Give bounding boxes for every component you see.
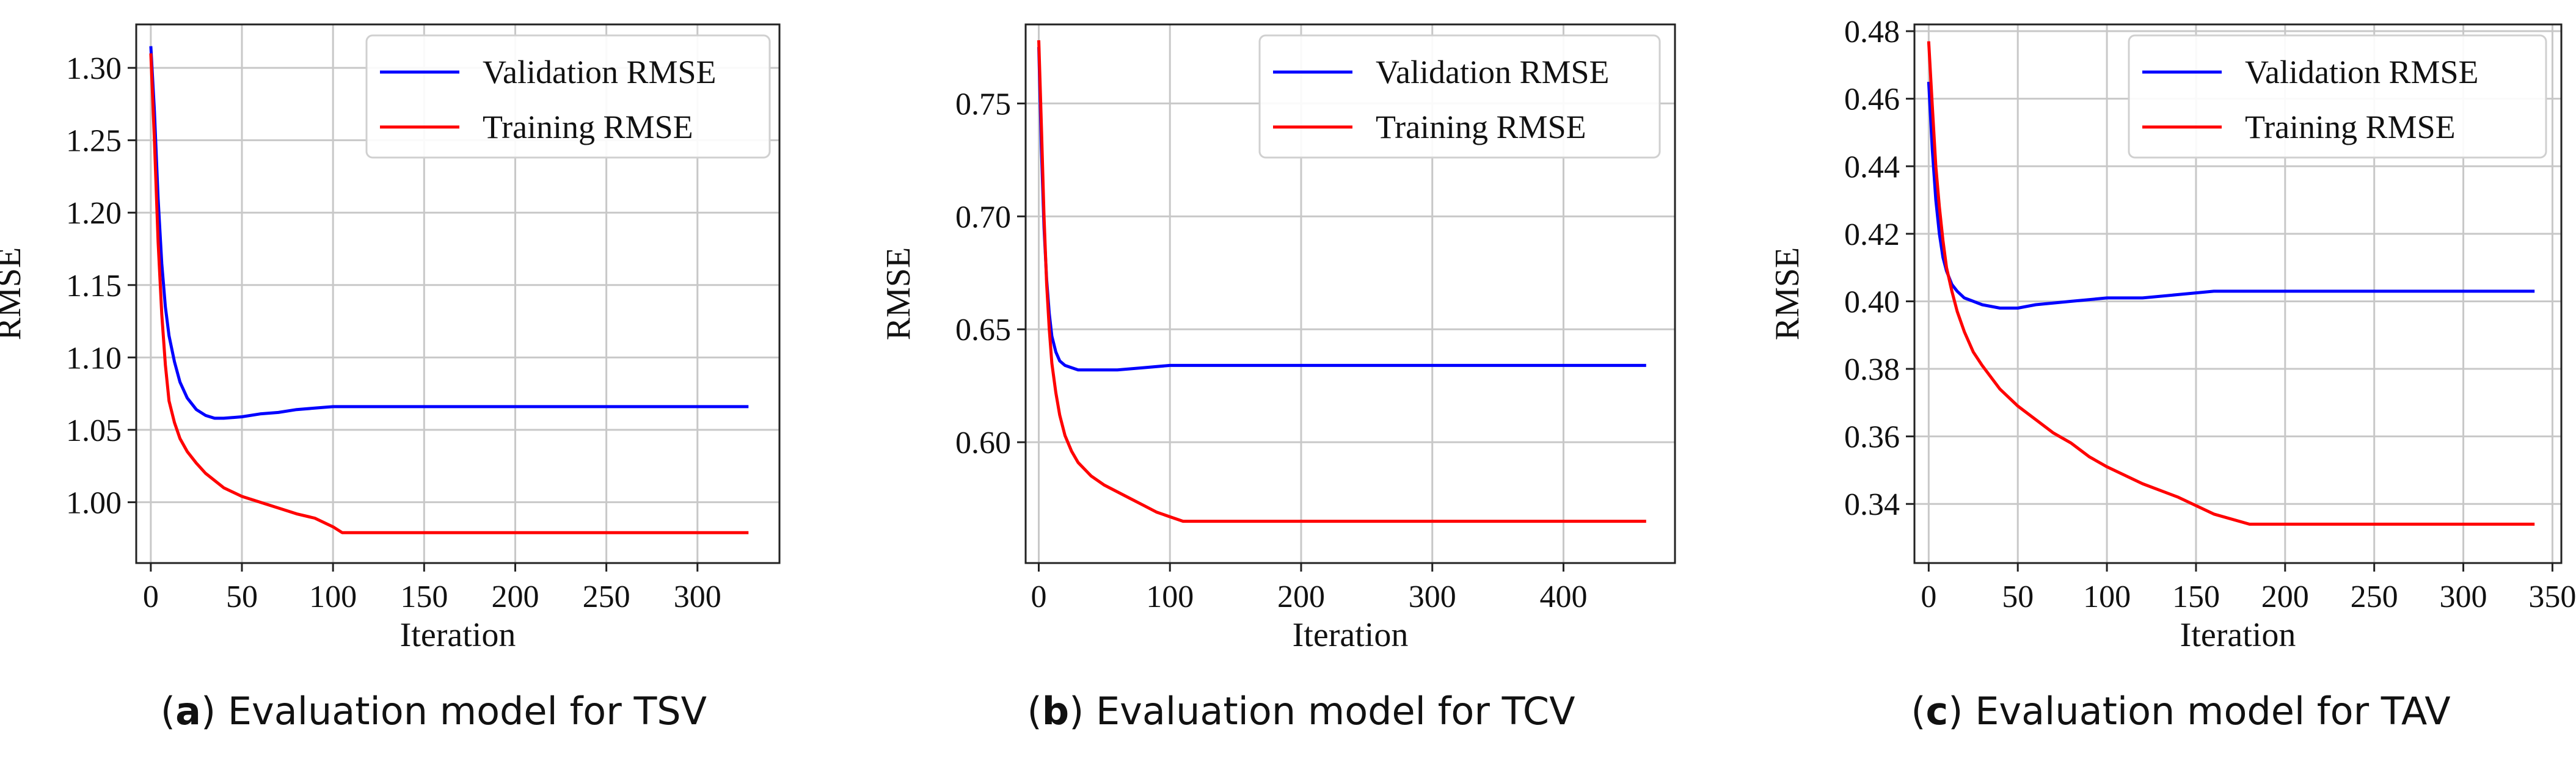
legend-box [2128, 34, 2547, 159]
y-tick-label: 1.25 [66, 124, 122, 159]
x-tick-label: 400 [1539, 580, 1587, 614]
caption-close-paren: ) [1069, 689, 1084, 733]
x-tick-label: 350 [2528, 580, 2576, 614]
plot-frame [135, 23, 781, 564]
x-tick-label: 100 [309, 580, 357, 614]
x-tick-label: 200 [2261, 580, 2309, 614]
caption-open-paren: ( [1027, 689, 1042, 733]
y-axis-label: RMSE [1768, 247, 1806, 341]
x-axis-label: Iteration [400, 616, 516, 654]
caption-b: (b) Evaluation model for TCV [965, 689, 1637, 733]
y-tick-label: 0.38 [1844, 352, 1900, 387]
chart-b: 0 100 200 300 400 0.60 0.65 0.70 0.75 Iteration RM… [880, 23, 1676, 654]
legend-label: Validation RMSE [2245, 54, 2479, 90]
x-tick-label: 150 [2172, 580, 2220, 614]
x-tick-label: 0 [1921, 580, 1936, 614]
series-line [1037, 40, 1646, 523]
y-tick-label: 0.34 [1844, 487, 1900, 522]
y-tick-label: 0.46 [1844, 82, 1900, 117]
y-axis-label: RMSE [0, 247, 28, 341]
series-line [149, 46, 749, 420]
x-tick-label: 200 [491, 580, 539, 614]
caption-open-paren: ( [1911, 689, 1926, 733]
y-tick-label: 1.05 [66, 413, 122, 448]
legend-box [365, 34, 771, 159]
caption-text: Evaluation model for TSV [227, 689, 707, 733]
x-tick-label: 300 [1409, 580, 1456, 614]
y-tick-label: 1.30 [66, 51, 122, 86]
series-line [1927, 81, 2535, 310]
y-tick-label: 0.44 [1844, 150, 1900, 184]
caption-c: (c) Evaluation model for TAV [1845, 689, 2517, 733]
y-tick-label: 0.60 [955, 426, 1011, 460]
x-tick-label: 250 [2351, 580, 2398, 614]
x-tick-label: 50 [226, 580, 258, 614]
plot-frame [1024, 23, 1676, 564]
y-tick-label: 1.20 [66, 196, 122, 231]
y-tick-label: 1.10 [66, 341, 122, 376]
caption-close-paren: ) [1948, 689, 1963, 733]
legend-label: Training RMSE [1376, 109, 1586, 145]
y-tick-label: 0.48 [1844, 15, 1900, 49]
caption-text: Evaluation model for TAV [1975, 689, 2451, 733]
caption-close-paren: ) [200, 689, 216, 733]
y-tick-label: 0.75 [955, 87, 1011, 122]
caption-text: Evaluation model for TCV [1096, 689, 1575, 733]
series-line [149, 53, 749, 534]
x-tick-label: 100 [2083, 580, 2131, 614]
series-line [1927, 41, 2535, 526]
x-axis-label: Iteration [1293, 616, 1409, 654]
y-tick-label: 0.70 [955, 200, 1011, 234]
legend-box [1258, 34, 1661, 159]
y-axis-label: RMSE [880, 247, 918, 341]
y-tick-label: 1.00 [66, 485, 122, 520]
legend-label: Validation RMSE [1376, 54, 1610, 90]
legend-label: Training RMSE [2245, 109, 2456, 145]
caption-letter: a [175, 689, 201, 733]
x-tick-label: 50 [2002, 580, 2034, 614]
caption-open-paren: ( [160, 689, 176, 733]
chart-c: 0 50 100 150 200 250 300 350 0.34 0.36 0.38 0.40 0.4… [1768, 15, 2576, 654]
caption-a: (a) Evaluation model for TSV [98, 689, 770, 733]
caption-letter: c [1925, 689, 1949, 733]
y-tick-label: 0.65 [955, 313, 1011, 347]
x-tick-label: 0 [1031, 580, 1046, 614]
chart-a: 0 50 100 150 200 250 300 1.00 1.05 1.10 1.15 1.20 1.… [0, 23, 781, 654]
x-tick-label: 100 [1146, 580, 1194, 614]
y-tick-label: 0.40 [1844, 285, 1900, 319]
plot-frame [1913, 23, 2563, 564]
x-tick-label: 300 [2440, 580, 2487, 614]
x-tick-label: 300 [674, 580, 721, 614]
x-tick-label: 200 [1277, 580, 1325, 614]
y-tick-label: 0.42 [1844, 217, 1900, 252]
caption-letter: b [1042, 689, 1070, 733]
legend-label: Training RMSE [483, 109, 693, 145]
y-tick-label: 0.36 [1844, 420, 1900, 455]
y-tick-label: 1.15 [66, 269, 122, 304]
legend-label: Validation RMSE [483, 54, 717, 90]
x-tick-label: 0 [143, 580, 159, 614]
x-tick-label: 150 [400, 580, 448, 614]
x-tick-label: 250 [583, 580, 630, 614]
x-axis-label: Iteration [2180, 616, 2296, 654]
